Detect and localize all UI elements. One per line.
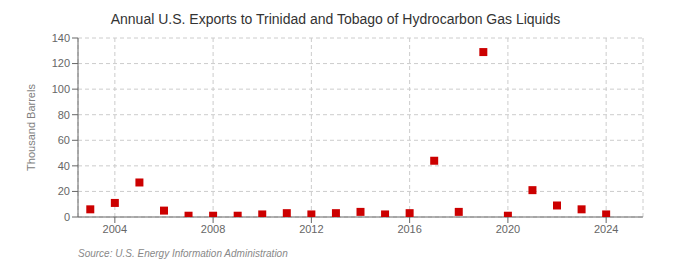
svg-text:2016: 2016 <box>397 223 421 235</box>
svg-text:2004: 2004 <box>103 223 127 235</box>
svg-text:Thousand Barrels: Thousand Barrels <box>25 84 37 171</box>
svg-text:2012: 2012 <box>299 223 323 235</box>
svg-text:2008: 2008 <box>201 223 225 235</box>
svg-text:120: 120 <box>52 57 70 69</box>
svg-text:60: 60 <box>58 134 70 146</box>
svg-text:0: 0 <box>64 211 70 223</box>
svg-text:40: 40 <box>58 160 70 172</box>
html-text:Annual U.S. Exports to Trinida: Annual U.S. Exports to Trinidad and Toba… <box>110 11 561 27</box>
svg-text:80: 80 <box>58 109 70 121</box>
svg-text:140: 140 <box>52 32 70 44</box>
svg-text:2020: 2020 <box>496 223 520 235</box>
html-text:Source: U.S. Energy Informatio: Source: U.S. Energy Information Administ… <box>78 248 288 259</box>
svg-text:20: 20 <box>58 185 70 197</box>
svg-text:2024: 2024 <box>594 223 618 235</box>
svg-text:100: 100 <box>52 83 70 95</box>
